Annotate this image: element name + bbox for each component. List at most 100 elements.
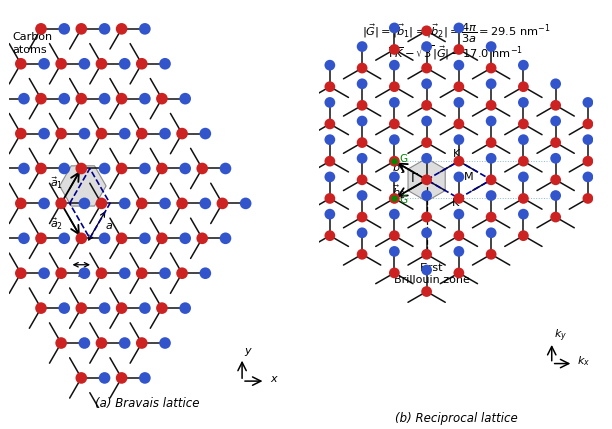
Polygon shape <box>59 166 106 206</box>
Text: (b) Reciprocal lattice: (b) Reciprocal lattice <box>395 412 517 426</box>
Circle shape <box>75 93 87 105</box>
Circle shape <box>389 156 400 166</box>
Polygon shape <box>408 158 446 201</box>
Circle shape <box>486 227 496 238</box>
Circle shape <box>583 172 593 182</box>
Circle shape <box>159 267 171 279</box>
Circle shape <box>453 172 465 182</box>
Circle shape <box>159 58 171 69</box>
Circle shape <box>421 227 432 238</box>
Circle shape <box>389 246 400 257</box>
Circle shape <box>550 190 561 201</box>
Text: $k_y$: $k_y$ <box>554 328 567 344</box>
Circle shape <box>240 198 252 209</box>
Circle shape <box>324 82 335 92</box>
Circle shape <box>518 193 529 204</box>
Circle shape <box>421 175 432 185</box>
Circle shape <box>116 93 127 105</box>
Circle shape <box>220 163 231 174</box>
Circle shape <box>421 63 432 73</box>
Circle shape <box>518 172 529 182</box>
Circle shape <box>518 156 529 166</box>
Circle shape <box>421 100 432 111</box>
Text: $x$: $x$ <box>269 374 278 384</box>
Circle shape <box>389 44 400 55</box>
Circle shape <box>486 153 496 164</box>
Circle shape <box>453 44 465 55</box>
Circle shape <box>421 190 432 201</box>
Circle shape <box>453 230 465 241</box>
Circle shape <box>421 25 432 36</box>
Circle shape <box>35 233 47 244</box>
Circle shape <box>324 60 335 70</box>
Text: (a) Bravais lattice: (a) Bravais lattice <box>95 397 199 410</box>
Circle shape <box>78 128 90 139</box>
Circle shape <box>156 163 168 174</box>
Circle shape <box>583 134 593 145</box>
Circle shape <box>139 233 151 244</box>
Circle shape <box>75 372 87 384</box>
Circle shape <box>389 23 400 33</box>
Circle shape <box>421 265 432 275</box>
Circle shape <box>55 198 67 209</box>
Circle shape <box>159 128 171 139</box>
Circle shape <box>35 93 47 105</box>
Circle shape <box>583 156 593 166</box>
Text: $y$: $y$ <box>244 346 253 358</box>
Text: $\Gamma$: $\Gamma$ <box>411 172 419 185</box>
Text: $\vec{a}_1$: $\vec{a}_1$ <box>50 175 63 190</box>
Circle shape <box>518 60 529 70</box>
Circle shape <box>486 175 496 185</box>
Circle shape <box>389 268 400 278</box>
Circle shape <box>550 79 561 89</box>
Circle shape <box>35 302 47 314</box>
Circle shape <box>75 233 87 244</box>
Circle shape <box>357 175 367 185</box>
Circle shape <box>136 198 147 209</box>
Circle shape <box>176 267 188 279</box>
Circle shape <box>119 198 130 209</box>
Circle shape <box>421 116 432 127</box>
Circle shape <box>58 302 70 314</box>
Circle shape <box>159 198 171 209</box>
Circle shape <box>583 193 593 204</box>
Circle shape <box>136 58 147 69</box>
Circle shape <box>99 302 110 314</box>
Circle shape <box>200 198 211 209</box>
Circle shape <box>78 267 90 279</box>
Circle shape <box>453 82 465 92</box>
Circle shape <box>39 198 50 209</box>
Circle shape <box>550 137 561 148</box>
Circle shape <box>15 267 27 279</box>
Circle shape <box>136 337 147 349</box>
Circle shape <box>179 233 191 244</box>
Circle shape <box>421 286 432 297</box>
Circle shape <box>139 302 151 314</box>
Circle shape <box>518 82 529 92</box>
Circle shape <box>421 137 432 148</box>
Circle shape <box>389 97 400 108</box>
Circle shape <box>486 41 496 52</box>
Circle shape <box>357 249 367 260</box>
Circle shape <box>95 267 107 279</box>
Circle shape <box>453 134 465 145</box>
Circle shape <box>119 337 130 349</box>
Circle shape <box>95 58 107 69</box>
Circle shape <box>200 267 211 279</box>
Circle shape <box>453 97 465 108</box>
Text: M: M <box>464 172 474 182</box>
Text: $a$: $a$ <box>105 221 113 231</box>
Circle shape <box>139 23 151 35</box>
Circle shape <box>453 23 465 33</box>
Circle shape <box>58 93 70 105</box>
Circle shape <box>18 163 30 174</box>
Circle shape <box>518 209 529 220</box>
Circle shape <box>421 79 432 89</box>
Circle shape <box>518 134 529 145</box>
Circle shape <box>200 128 211 139</box>
Circle shape <box>357 100 367 111</box>
Circle shape <box>196 233 208 244</box>
Text: First
Brillouin zone: First Brillouin zone <box>394 263 469 285</box>
Text: Carbon
atoms: Carbon atoms <box>12 32 53 55</box>
Circle shape <box>15 128 27 139</box>
